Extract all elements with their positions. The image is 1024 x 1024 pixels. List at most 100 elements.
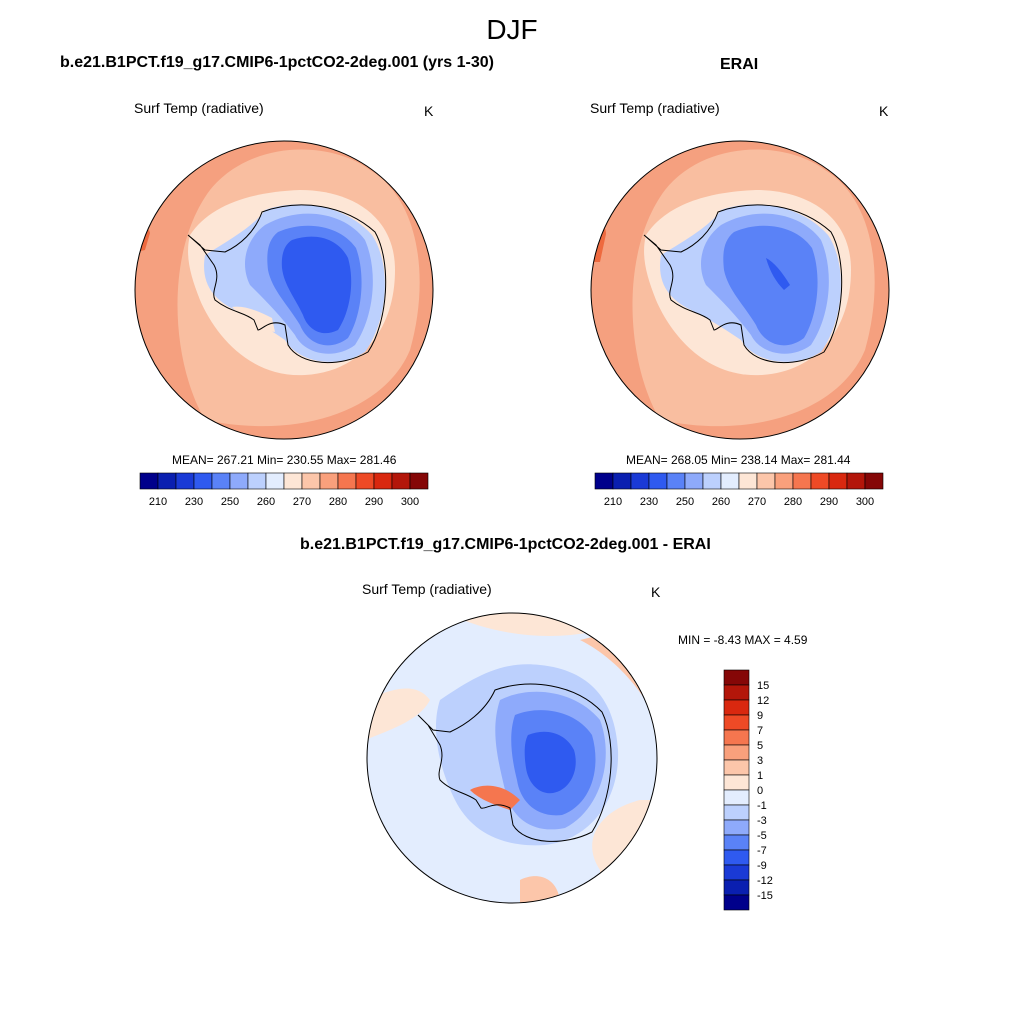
colorbar-box bbox=[723, 894, 750, 911]
colorbar-box bbox=[247, 472, 267, 490]
colorbar-box bbox=[612, 472, 632, 490]
variable-label-obs: Surf Temp (radiative) bbox=[590, 100, 720, 116]
colorbar-box bbox=[756, 472, 776, 490]
colorbar-box bbox=[211, 472, 231, 490]
field-plateau-core bbox=[281, 236, 352, 334]
colorbar-box bbox=[720, 472, 740, 490]
colorbar-box bbox=[723, 849, 750, 866]
colorbar-tick-label: -5 bbox=[757, 830, 767, 842]
stats-diff: MIN = -8.43 MAX = 4.59 bbox=[678, 633, 808, 647]
coastline-antarctica bbox=[187, 204, 387, 363]
colorbar-tick-label: 290 bbox=[365, 496, 383, 508]
colorbar-tick-label: 300 bbox=[856, 496, 874, 508]
colorbar-box bbox=[723, 834, 750, 851]
colorbar-box bbox=[723, 819, 750, 836]
colorbar-box bbox=[301, 472, 321, 490]
colorbar-box bbox=[193, 472, 213, 490]
colorbar-tick-label: 9 bbox=[757, 710, 763, 722]
map-boundary bbox=[590, 140, 890, 440]
variable-label-model: Surf Temp (radiative) bbox=[134, 100, 264, 116]
colorbar-tick-label: -7 bbox=[757, 845, 767, 857]
map-boundary bbox=[366, 612, 658, 904]
colorbar-box bbox=[229, 472, 249, 490]
colorbar-box bbox=[828, 472, 848, 490]
colorbar-tick-label: 290 bbox=[820, 496, 838, 508]
colorbar-tick-label: 3 bbox=[757, 755, 763, 767]
colorbar-box bbox=[723, 864, 750, 881]
colorbar-box bbox=[157, 472, 177, 490]
stats-model: MEAN= 267.21 Min= 230.55 Max= 281.46 bbox=[172, 453, 397, 467]
colorbar-tick-label: -9 bbox=[757, 860, 767, 872]
colorbar-box bbox=[391, 472, 411, 490]
map-diff bbox=[366, 612, 658, 904]
field-plateau bbox=[723, 225, 818, 346]
colorbar-box bbox=[648, 472, 668, 490]
season-title: DJF bbox=[486, 14, 538, 45]
colorbar-tick-label: 260 bbox=[712, 496, 730, 508]
colorbar-tick-label: 0 bbox=[757, 785, 763, 797]
colorbar-box bbox=[723, 879, 750, 896]
colorbar-box bbox=[723, 804, 750, 821]
map-model bbox=[134, 140, 434, 440]
field-cold-core bbox=[524, 731, 576, 794]
variable-label-diff: Surf Temp (radiative) bbox=[362, 581, 492, 597]
colorbar-box bbox=[630, 472, 650, 490]
colorbar-tick-label: 210 bbox=[149, 496, 167, 508]
colorbar-box bbox=[723, 744, 750, 761]
colorbar-box bbox=[738, 472, 758, 490]
coastline-antarctica bbox=[643, 204, 843, 363]
colorbar-tick-label: 230 bbox=[185, 496, 203, 508]
colorbar-tick-label: 210 bbox=[604, 496, 622, 508]
colorbar-tick-label: 12 bbox=[757, 695, 769, 707]
colorbar-tick-label: 1 bbox=[757, 770, 763, 782]
panel-title-obs: ERAI bbox=[720, 56, 759, 73]
colorbar-tick-label: 5 bbox=[757, 740, 763, 752]
colorbar-tick-label: 280 bbox=[329, 496, 347, 508]
colorbar-box bbox=[684, 472, 704, 490]
colorbar-model: 210 230 250 260 270 280 290 300 bbox=[139, 472, 429, 508]
colorbar-tick-label: -1 bbox=[757, 800, 767, 812]
colorbar-box bbox=[723, 789, 750, 806]
colorbar-tick-label: 250 bbox=[221, 496, 239, 508]
colorbar-tick-label: 270 bbox=[293, 496, 311, 508]
colorbar-tick-label: -3 bbox=[757, 815, 767, 827]
colorbar-tick-label: 300 bbox=[401, 496, 419, 508]
stats-obs: MEAN= 268.05 Min= 238.14 Max= 281.44 bbox=[626, 453, 851, 467]
map-boundary bbox=[134, 140, 434, 440]
coastline-antarctica bbox=[417, 683, 612, 842]
colorbar-box bbox=[723, 684, 750, 701]
units-label-diff: K bbox=[651, 584, 661, 600]
panel-title-diff: b.e21.B1PCT.f19_g17.CMIP6-1pctCO2-2deg.0… bbox=[300, 536, 711, 553]
colorbar-box bbox=[175, 472, 195, 490]
colorbar-tick-label: 270 bbox=[748, 496, 766, 508]
field-warm-west bbox=[367, 688, 430, 740]
colorbar-box bbox=[774, 472, 794, 490]
colorbar-box bbox=[337, 472, 357, 490]
panel-title-model: b.e21.B1PCT.f19_g17.CMIP6-1pctCO2-2deg.0… bbox=[60, 54, 494, 71]
colorbar-box bbox=[319, 472, 339, 490]
colorbar-tick-label: 260 bbox=[257, 496, 275, 508]
units-label-model: K bbox=[424, 103, 434, 119]
colorbar-box bbox=[283, 472, 303, 490]
colorbar-tick-label: -15 bbox=[757, 890, 773, 902]
colorbar-tick-label: 15 bbox=[757, 680, 769, 692]
field-warm-iceshelf bbox=[470, 785, 520, 810]
colorbar-tick-label: 7 bbox=[757, 725, 763, 737]
colorbar-box bbox=[373, 472, 393, 490]
colorbar-box bbox=[594, 472, 614, 490]
colorbar-box bbox=[723, 729, 750, 746]
colorbar-tick-label: 250 bbox=[676, 496, 694, 508]
colorbar-box bbox=[139, 472, 159, 490]
colorbar-box bbox=[265, 472, 285, 490]
colorbar-diff: 15 12 9 7 5 3 1 0 -1 -3 -5 -7 -9 -12 -15 bbox=[723, 669, 773, 911]
colorbar-box bbox=[723, 699, 750, 716]
colorbar-box bbox=[355, 472, 375, 490]
field-plateau-core bbox=[766, 258, 790, 290]
colorbar-box bbox=[846, 472, 866, 490]
colorbar-tick-label: 230 bbox=[640, 496, 658, 508]
colorbar-box bbox=[810, 472, 830, 490]
colorbar-box bbox=[409, 472, 429, 490]
colorbar-tick-label: -12 bbox=[757, 875, 773, 887]
colorbar-box bbox=[666, 472, 686, 490]
